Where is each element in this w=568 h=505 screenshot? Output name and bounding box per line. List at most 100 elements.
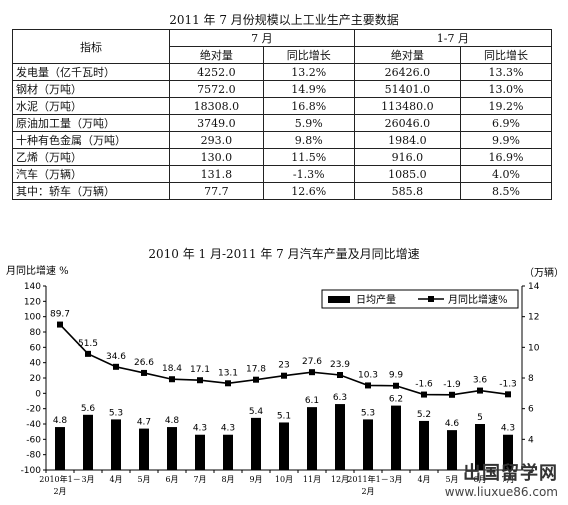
x-tick-label: 4月	[109, 475, 122, 484]
bar-daily-output	[335, 404, 345, 470]
bar-data-label: 6.3	[333, 393, 347, 403]
table-row: 钢材（万吨） 7572.0 14.9% 51401.0 13.0%	[12, 80, 553, 98]
line-data-label: 51.5	[78, 339, 98, 349]
x-tick-label: 2011年1－	[347, 474, 388, 484]
line-point	[449, 391, 455, 398]
line-data-label: 3.6	[473, 376, 488, 386]
line-data-label: 10.3	[358, 370, 378, 380]
x-tick-label: 3月	[389, 475, 402, 484]
bar-data-label: 5.3	[361, 408, 375, 418]
x-tick-label: 5月	[137, 475, 150, 484]
bar-daily-output	[363, 419, 373, 470]
x-tick-label: 9月	[249, 475, 262, 484]
header-indicator: 指标	[12, 29, 170, 64]
bar-daily-output	[503, 434, 513, 470]
bar-daily-output	[195, 434, 205, 470]
y-axis-right-label: （万辆）	[524, 266, 564, 279]
cell-month-abs: 7572.0	[169, 80, 264, 98]
x-tick-sublabel: 2月	[361, 487, 374, 496]
y-right-tick-label: 10	[528, 343, 540, 353]
line-point	[309, 369, 315, 376]
cell-month-abs: 131.8	[169, 165, 264, 183]
line-data-label: 23	[278, 361, 289, 371]
bar-daily-output	[167, 427, 177, 470]
y-right-tick-label: 6	[528, 405, 534, 415]
line-point	[505, 391, 511, 398]
cell-month-abs: 18308.0	[169, 97, 264, 115]
cell-cum-abs: 1085.0	[353, 165, 461, 183]
cell-month-yoy: 16.8%	[262, 97, 355, 115]
x-tick-label: 3月	[81, 475, 94, 484]
chart-title: 2010 年 1 月-2011 年 7 月汽车产量及月同比增速	[148, 247, 420, 261]
x-tick-label: 12月	[331, 475, 349, 484]
cell-month-abs: 293.0	[169, 131, 264, 149]
cell-row-name: 其中：轿车（万辆）	[12, 182, 170, 200]
y-left-tick-label: 100	[24, 313, 41, 323]
bar-data-label: 5.6	[81, 404, 96, 414]
cell-cum-abs: 916.0	[353, 148, 461, 166]
table-row: 十种有色金属（万吨） 293.0 9.8% 1984.0 9.9%	[12, 131, 553, 149]
bar-data-label: 5.1	[277, 411, 291, 421]
line-data-label: 26.6	[134, 358, 154, 368]
cell-cum-yoy: 13.3%	[459, 63, 553, 81]
x-tick-label: 5月	[445, 475, 458, 484]
y-left-tick-label: 60	[30, 343, 42, 353]
subheader-month-yoy: 同比增长	[262, 46, 355, 64]
y-left-tick-label: 80	[30, 328, 42, 338]
y-right-tick-label: 4	[528, 435, 534, 445]
line-data-label: 13.1	[218, 368, 238, 378]
cell-cum-yoy: 19.2%	[459, 97, 553, 115]
line-yoy-growth	[59, 324, 509, 396]
cell-row-name: 汽车（万辆）	[12, 165, 170, 183]
cell-month-yoy: 12.6%	[262, 182, 355, 200]
table-row: 原油加工量（万吨） 3749.0 5.9% 26046.0 6.9%	[12, 114, 553, 132]
y-left-tick-label: 120	[24, 297, 41, 307]
bar-data-label: 4.3	[501, 424, 515, 434]
cell-row-name: 水泥（万吨）	[12, 97, 170, 115]
line-point	[365, 382, 371, 389]
table-row: 汽车（万辆） 131.8 -1.3% 1085.0 4.0%	[12, 165, 553, 183]
y-right-tick-label: 14	[528, 282, 540, 292]
y-right-tick-label: 12	[528, 313, 539, 323]
bar-data-label: 5.2	[417, 410, 431, 420]
bar-daily-output	[279, 422, 289, 470]
bar-daily-output	[111, 419, 121, 470]
line-point	[477, 387, 483, 394]
subheader-cum-abs: 绝对量	[353, 46, 461, 64]
cell-month-yoy: 9.8%	[262, 131, 355, 149]
cell-cum-abs: 585.8	[353, 182, 461, 200]
legend-line-label: 月同比增速%	[448, 293, 508, 306]
subheader-month-abs: 绝对量	[169, 46, 264, 64]
cell-cum-abs: 26426.0	[353, 63, 461, 81]
y-left-tick-label: 0	[35, 389, 41, 399]
x-tick-label: 4月	[417, 475, 430, 484]
cell-row-name: 原油加工量（万吨）	[12, 114, 170, 132]
bar-daily-output	[419, 420, 429, 470]
cell-month-yoy: -1.3%	[262, 165, 355, 183]
line-point	[85, 350, 91, 357]
bar-data-label: 4.8	[165, 416, 180, 426]
y-right-tick-label: 2	[528, 466, 534, 476]
legend-bar-label: 日均产量	[356, 293, 396, 306]
x-tick-label: 7月	[193, 475, 206, 484]
table-title: 2011 年 7 月份规模以上工业生产主要数据	[169, 13, 399, 27]
cell-cum-yoy: 9.9%	[459, 131, 553, 149]
line-point	[141, 369, 147, 376]
watermark-text: 出国留学网	[463, 463, 558, 484]
cell-cum-yoy: 16.9%	[459, 148, 553, 166]
x-tick-label: 8月	[221, 475, 234, 484]
line-point	[169, 376, 175, 383]
cell-month-yoy: 5.9%	[262, 114, 355, 132]
table-row: 其中：轿车（万辆） 77.7 12.6% 585.8 8.5%	[12, 182, 553, 200]
cell-row-name: 钢材（万吨）	[12, 80, 170, 98]
subheader-cum-yoy: 同比增长	[459, 46, 553, 64]
cell-cum-abs: 1984.0	[353, 131, 461, 149]
bar-data-label: 6.1	[305, 396, 319, 406]
watermark: 出国留学网 www.liuxue86.com	[445, 459, 558, 499]
x-tick-label: 6月	[165, 475, 178, 484]
watermark-url: www.liuxue86.com	[444, 485, 558, 499]
line-point	[393, 382, 399, 389]
cell-month-abs: 4252.0	[169, 63, 264, 81]
bar-data-label: 5.4	[249, 407, 264, 417]
bar-data-label: 6.2	[389, 395, 403, 405]
